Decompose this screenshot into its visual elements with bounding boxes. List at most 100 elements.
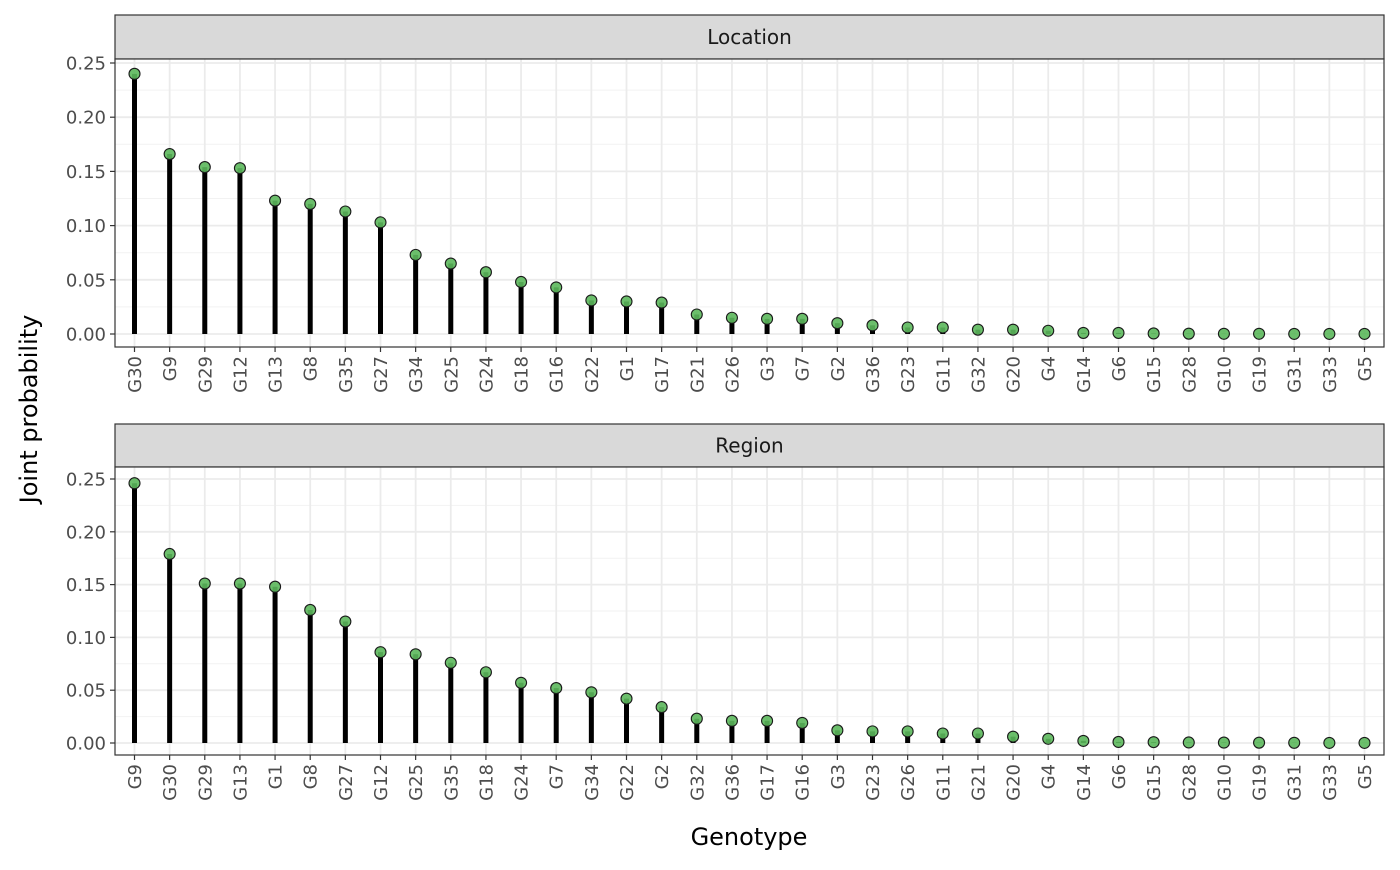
x-tick-label: G6: [1109, 356, 1130, 381]
lollipop-point: [1007, 323, 1020, 336]
panel-border: [114, 466, 1385, 756]
lollipop-point: [1147, 736, 1160, 749]
lollipop-point: [233, 162, 246, 175]
x-tick-label: G30: [160, 764, 181, 801]
x-tick-label: G10: [1214, 356, 1235, 393]
x-tick-label: G8: [301, 764, 322, 789]
lollipop-point: [1323, 736, 1336, 749]
lollipop-point: [233, 577, 246, 590]
lollipop-point: [409, 248, 422, 261]
lollipop-point: [163, 148, 176, 161]
x-tick-label: G17: [758, 764, 779, 801]
x-tick-label: G20: [1004, 356, 1025, 393]
x-tick-label: G29: [195, 764, 216, 801]
x-tick-label: G22: [617, 764, 638, 801]
x-tick-label: G19: [1250, 764, 1271, 801]
x-tick-label: G6: [1109, 764, 1130, 789]
x-tick-label: G11: [933, 356, 954, 393]
x-tick-label: G4: [1039, 764, 1060, 789]
lollipop-point: [796, 716, 809, 729]
lollipop-point: [1112, 326, 1125, 339]
x-tick-label: G16: [793, 764, 814, 801]
lollipop-point: [1077, 734, 1090, 747]
lollipop-point: [1077, 326, 1090, 339]
y-tick-label: 0.20: [66, 522, 106, 543]
lollipop-point: [1042, 324, 1055, 337]
lollipop-point: [1253, 736, 1266, 749]
lollipop-point: [128, 67, 141, 80]
x-tick-label: G18: [476, 764, 497, 801]
lollipop-point: [866, 319, 879, 332]
lollipop-point: [901, 321, 914, 334]
x-tick-label: G3: [828, 764, 849, 789]
x-tick-label: G14: [1074, 764, 1095, 801]
lollipop-point: [725, 714, 738, 727]
panel-border: [114, 58, 1385, 348]
y-tick-label: 0.05: [66, 270, 106, 291]
lollipop-point: [866, 725, 879, 738]
lollipop-point: [971, 727, 984, 740]
lollipop-point: [725, 311, 738, 324]
lollipop-point: [936, 727, 949, 740]
y-tick-label: 0.00: [66, 734, 106, 755]
x-tick-label: G17: [652, 356, 673, 393]
lollipop-point: [304, 603, 317, 616]
x-tick-label: G33: [1320, 356, 1341, 393]
lollipop-point: [269, 580, 282, 593]
lollipop-point: [444, 257, 457, 270]
lollipop-point: [655, 701, 668, 714]
lollipop-point: [831, 724, 844, 737]
x-tick-label: G28: [1179, 764, 1200, 801]
lollipop-point: [1358, 736, 1371, 749]
x-tick-label: G14: [1074, 356, 1095, 393]
facet-strip-background: [114, 14, 1385, 60]
lollipop-point: [901, 725, 914, 738]
x-tick-label: G26: [722, 356, 743, 393]
lollipop-point: [761, 714, 774, 727]
y-tick-label: 0.15: [66, 162, 106, 183]
lollipop-point: [620, 692, 633, 705]
lollipop-point: [1112, 735, 1125, 748]
lollipop-point: [198, 577, 211, 590]
lollipop-point: [304, 197, 317, 210]
x-tick-label: G33: [1320, 764, 1341, 801]
facet-strip-label: Location: [707, 25, 792, 49]
x-tick-label: G34: [582, 764, 603, 801]
lollipop-point: [1288, 327, 1301, 340]
facet-strip-label: Region: [715, 434, 783, 458]
lollipop-point: [655, 296, 668, 309]
y-tick-label: 0.15: [66, 575, 106, 596]
x-tick-label: G9: [125, 764, 146, 789]
lollipop-point: [550, 281, 563, 294]
lollipop-point: [1217, 736, 1230, 749]
x-tick-label: G34: [406, 356, 427, 393]
lollipop-point: [620, 295, 633, 308]
lollipop-point: [128, 477, 141, 490]
lollipop-point: [971, 323, 984, 336]
panel-location: Location 0.00 0.05 0.10 0.15 0.20 0.25 G30 G9 G29…: [66, 14, 1385, 393]
x-tick-label: G21: [687, 356, 708, 393]
lollipop-point: [1042, 732, 1055, 745]
x-tick-label: G24: [512, 764, 533, 801]
x-tick-label: G5: [1355, 764, 1376, 789]
x-tick-label: G21: [968, 764, 989, 801]
x-tick-label: G15: [1144, 764, 1165, 801]
x-tick-label: G9: [160, 356, 181, 381]
x-tick-label: G36: [863, 356, 884, 393]
lollipop-point: [339, 205, 352, 218]
lollipop-point: [1007, 730, 1020, 743]
lollipop-point: [1217, 327, 1230, 340]
x-tick-label: G28: [1179, 356, 1200, 393]
lollipop-point: [585, 294, 598, 307]
x-tick-label: G5: [1355, 356, 1376, 381]
lollipop-point: [936, 321, 949, 334]
panel-background: [115, 59, 1384, 347]
lollipop-point: [479, 666, 492, 679]
lollipop-point: [585, 686, 598, 699]
x-tick-label: G12: [371, 764, 392, 801]
x-tick-label: G13: [266, 356, 287, 393]
lollipop-point: [1358, 327, 1371, 340]
x-tick-label: G10: [1214, 764, 1235, 801]
x-tick-label: G23: [863, 764, 884, 801]
